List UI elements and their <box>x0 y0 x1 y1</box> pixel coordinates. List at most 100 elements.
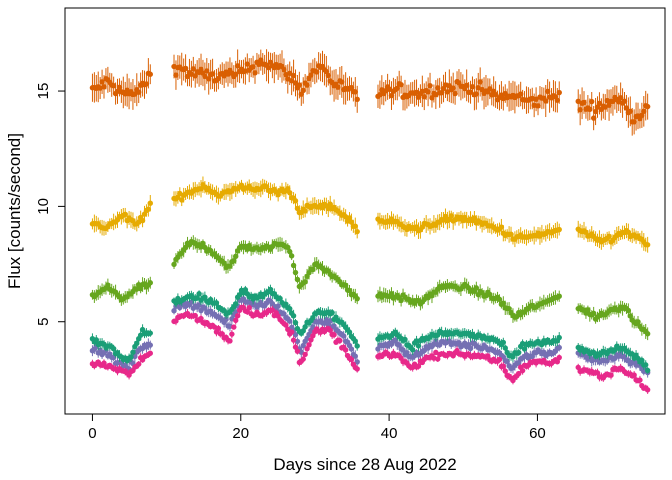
data-point <box>590 310 597 317</box>
data-point <box>147 280 153 286</box>
data-point <box>223 316 229 323</box>
data-point <box>105 282 111 288</box>
data-point <box>589 98 595 105</box>
data-point <box>234 313 241 319</box>
data-point <box>327 327 333 333</box>
data-point <box>510 354 516 360</box>
data-point <box>294 276 301 283</box>
data-point <box>325 72 331 79</box>
data-point <box>352 353 358 359</box>
data-point <box>352 223 358 229</box>
data-point <box>388 92 395 99</box>
series-5 <box>89 284 651 374</box>
data-point <box>171 308 177 314</box>
data-point <box>290 262 297 269</box>
data-point <box>587 106 593 112</box>
data-point <box>342 282 349 289</box>
data-point <box>469 84 476 90</box>
data-point <box>644 367 651 374</box>
data-point <box>585 307 591 313</box>
x-axis-label: Days since 28 Aug 2022 <box>273 455 456 474</box>
data-point <box>227 263 233 269</box>
data-point <box>627 108 633 115</box>
data-point <box>643 362 649 368</box>
series-1 <box>89 176 651 253</box>
data-point <box>308 72 314 78</box>
data-point <box>233 317 239 324</box>
data-point <box>136 361 142 367</box>
data-point <box>287 318 293 324</box>
series-2 <box>89 235 651 341</box>
data-point <box>136 89 142 95</box>
data-point <box>621 98 628 104</box>
data-point <box>292 269 299 276</box>
data-point <box>213 300 220 306</box>
data-point <box>487 86 493 92</box>
data-point <box>300 356 306 362</box>
data-point <box>398 81 404 88</box>
data-point <box>471 215 478 221</box>
data-point <box>400 347 406 353</box>
data-point <box>173 72 179 78</box>
data-point <box>206 76 212 82</box>
data-point <box>556 293 562 299</box>
data-point <box>346 215 353 221</box>
data-point <box>635 319 641 325</box>
data-point <box>427 82 433 89</box>
data-point <box>234 63 241 69</box>
data-point <box>463 82 470 89</box>
data-point <box>398 297 404 304</box>
data-point <box>287 305 293 312</box>
data-point <box>594 370 601 376</box>
data-point <box>122 211 128 218</box>
data-point <box>101 84 107 90</box>
data-point <box>556 354 562 361</box>
data-point <box>233 71 239 77</box>
data-point <box>209 71 216 77</box>
data-point <box>467 89 474 95</box>
data-point <box>294 205 301 212</box>
data-point <box>314 69 320 75</box>
data-point <box>110 82 117 89</box>
data-point <box>231 258 237 264</box>
data-point <box>337 337 343 344</box>
data-point <box>233 253 239 259</box>
data-point <box>246 305 252 311</box>
data-point <box>342 347 349 353</box>
data-point <box>516 370 522 377</box>
data-point <box>327 201 333 207</box>
data-point <box>592 108 599 115</box>
data-point <box>617 95 624 101</box>
data-point <box>202 73 208 80</box>
data-point <box>429 95 435 101</box>
data-point <box>302 324 308 330</box>
data-point <box>348 219 355 225</box>
data-point <box>641 108 647 115</box>
data-point <box>292 319 299 326</box>
data-point <box>438 89 445 96</box>
data-point <box>128 354 134 360</box>
data-point <box>250 64 256 70</box>
data-point <box>625 229 632 235</box>
data-point <box>346 329 353 335</box>
data-point <box>448 213 454 219</box>
data-point <box>306 342 312 348</box>
data-point <box>352 338 358 344</box>
data-point <box>190 66 197 72</box>
data-point <box>275 303 281 309</box>
data-point <box>637 377 643 383</box>
data-point <box>521 346 528 352</box>
data-point <box>139 326 146 333</box>
data-point <box>147 350 153 356</box>
data-point <box>500 339 507 346</box>
data-point <box>409 347 416 353</box>
data-point <box>302 351 308 358</box>
x-tick-label: 60 <box>529 425 546 442</box>
data-point <box>215 75 222 82</box>
data-point <box>394 85 400 91</box>
data-point <box>415 343 422 349</box>
data-point <box>308 337 314 343</box>
data-point <box>198 315 204 322</box>
data-point <box>244 61 250 67</box>
data-point <box>556 334 562 341</box>
